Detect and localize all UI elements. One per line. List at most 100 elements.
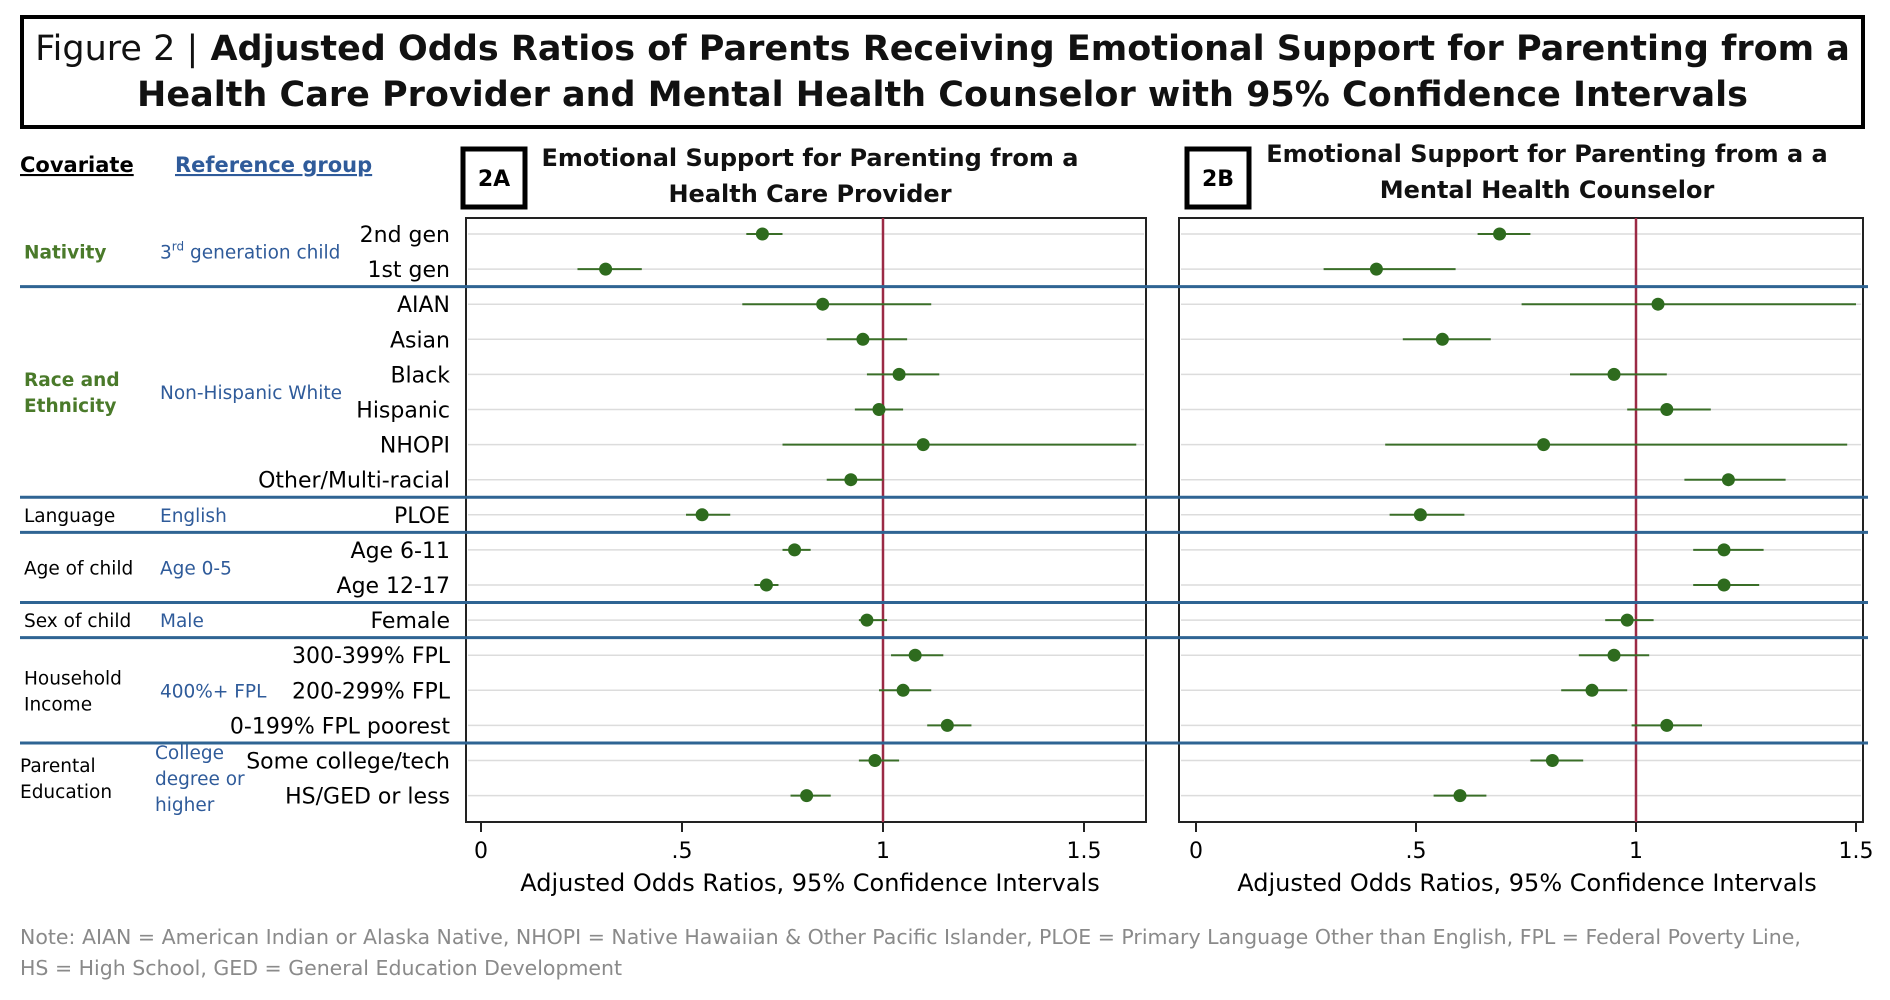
row-label: Age 6-11 bbox=[351, 539, 450, 564]
estimate-point bbox=[1585, 683, 1599, 697]
x-tick-label: 1.5 bbox=[1839, 839, 1874, 864]
row-label: Some college/tech bbox=[246, 750, 450, 775]
panel-2a: 2A Emotional Support for Parenting from a… bbox=[460, 144, 1147, 897]
estimate-point bbox=[599, 262, 613, 276]
x-tick-label: .5 bbox=[1406, 839, 1427, 864]
figure-title-prefix: Figure 2 | bbox=[35, 29, 199, 69]
estimate-point bbox=[1493, 227, 1507, 241]
x-tick-label: 0 bbox=[1189, 839, 1203, 864]
reference-group-header: Reference group bbox=[175, 153, 372, 177]
x-tick-label: .5 bbox=[672, 839, 693, 864]
covariate-label: Ethnicity bbox=[24, 396, 116, 417]
estimate-point bbox=[755, 227, 769, 241]
reference-label: English bbox=[160, 506, 227, 527]
estimate-point bbox=[1651, 297, 1665, 311]
estimate-point bbox=[1660, 718, 1674, 732]
row-label: Asian bbox=[390, 328, 450, 353]
estimate-point bbox=[1607, 648, 1621, 662]
covariate-header: Covariate bbox=[20, 153, 134, 177]
x-tick-label: 1 bbox=[1629, 839, 1643, 864]
estimate-point bbox=[1413, 508, 1427, 522]
covariate-label: Nativity bbox=[24, 243, 106, 264]
estimate-point bbox=[908, 648, 922, 662]
estimate-point bbox=[695, 508, 709, 522]
estimate-point bbox=[1721, 473, 1735, 487]
row-label: 300-399% FPL bbox=[292, 644, 451, 669]
plot-frame bbox=[1178, 217, 1864, 823]
row-label: NHOPI bbox=[380, 434, 450, 459]
reference-label: Non-Hispanic White bbox=[160, 383, 342, 404]
row-label: 200-299% FPL bbox=[292, 679, 451, 704]
panel-title-line: Emotional Support for Parenting from a bbox=[542, 144, 1079, 172]
estimate-point bbox=[1620, 613, 1634, 627]
reference-label: Age 0-5 bbox=[160, 558, 232, 579]
panel-label-box bbox=[460, 146, 528, 210]
x-tick-label: 0 bbox=[474, 839, 488, 864]
reference-label: 400%+ FPL bbox=[160, 681, 267, 702]
reference-label: Male bbox=[160, 611, 204, 632]
covariate-label: Income bbox=[24, 694, 92, 715]
x-tick-label: 1.5 bbox=[1067, 839, 1102, 864]
reference-label: 3rd generation child bbox=[160, 240, 340, 264]
reference-label: degree or bbox=[155, 769, 245, 790]
estimate-point bbox=[940, 718, 954, 732]
estimate-point bbox=[916, 438, 930, 452]
panel-label: 2B bbox=[1202, 167, 1234, 192]
figure-title-line-2: Health Care Provider and Mental Health C… bbox=[137, 75, 1748, 115]
row-label: Female bbox=[370, 609, 450, 634]
figure-title-line-1: Figure 2 | Adjusted Odds Ratios of Paren… bbox=[24, 29, 1861, 69]
figure-title-text-1: Adjusted Odds Ratios of Parents Receivin… bbox=[210, 29, 1850, 69]
estimate-point bbox=[1453, 789, 1467, 803]
estimate-point bbox=[1435, 332, 1449, 346]
row-label: Hispanic bbox=[356, 399, 450, 424]
covariate-label: Race and bbox=[24, 370, 120, 391]
row-label: Black bbox=[390, 363, 450, 388]
panel-label-box bbox=[1184, 146, 1252, 210]
row-label: HS/GED or less bbox=[285, 785, 450, 810]
row-label: Other/Multi-racial bbox=[258, 469, 450, 494]
estimate-point bbox=[788, 543, 802, 557]
covariate-label: Age of child bbox=[24, 558, 133, 579]
reference-label: College bbox=[155, 743, 224, 764]
estimate-point bbox=[1537, 438, 1551, 452]
estimate-point bbox=[800, 789, 814, 803]
estimate-point bbox=[892, 367, 906, 381]
covariate-label: Sex of child bbox=[24, 611, 131, 632]
x-tick-label: 1 bbox=[876, 839, 890, 864]
panel-2b: 2B Emotional Support for Parenting from a… bbox=[1178, 140, 1874, 897]
covariate-label: Language bbox=[24, 506, 115, 527]
row-label: 2nd gen bbox=[360, 223, 450, 248]
estimate-point bbox=[1545, 754, 1559, 767]
figure-note: Note: AIAN = American Indian or Alaska N… bbox=[20, 922, 1870, 984]
estimate-point bbox=[1369, 262, 1383, 276]
figure-title: Figure 2 | Adjusted Odds Ratios of Paren… bbox=[20, 15, 1865, 129]
estimate-point bbox=[844, 473, 858, 487]
note-line-2: HS = High School, GED = General Educatio… bbox=[20, 956, 623, 980]
estimate-point bbox=[860, 613, 874, 627]
row-label: PLOE bbox=[394, 504, 450, 529]
covariate-label: Household bbox=[24, 668, 122, 689]
row-label: 1st gen bbox=[367, 258, 450, 283]
estimate-point bbox=[759, 578, 773, 592]
estimate-point bbox=[816, 297, 830, 311]
panel-title-line: Mental Health Counselor bbox=[1380, 176, 1715, 204]
estimate-point bbox=[1717, 578, 1731, 592]
estimate-point bbox=[1607, 367, 1621, 381]
row-label: AIAN bbox=[397, 293, 450, 318]
panel-title-line: Health Care Provider bbox=[668, 180, 951, 208]
estimate-point bbox=[896, 683, 910, 697]
row-label: Age 12-17 bbox=[337, 574, 450, 599]
covariate-label: Parental bbox=[20, 756, 96, 777]
covariate-label: Education bbox=[20, 782, 112, 803]
row-label: 0-199% FPL poorest bbox=[230, 714, 450, 739]
note-line-1: Note: AIAN = American Indian or Alaska N… bbox=[20, 925, 1801, 949]
plot-frame bbox=[465, 217, 1147, 823]
x-axis-label: Adjusted Odds Ratios, 95% Confidence Int… bbox=[520, 869, 1099, 897]
panel-title-line: Emotional Support for Parenting from a a bbox=[1266, 140, 1827, 168]
estimate-point bbox=[868, 754, 882, 767]
estimate-point bbox=[872, 403, 886, 416]
panel-label: 2A bbox=[478, 167, 510, 192]
reference-label: higher bbox=[155, 795, 215, 816]
estimate-point bbox=[856, 332, 870, 346]
